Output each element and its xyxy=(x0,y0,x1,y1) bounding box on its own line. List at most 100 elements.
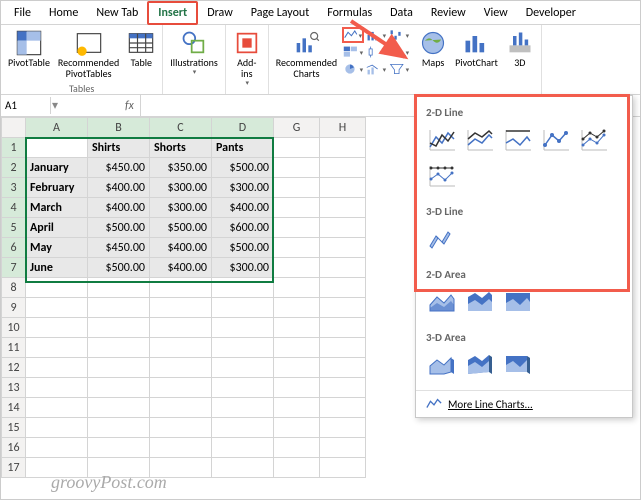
maps-button[interactable]: Maps xyxy=(416,27,450,70)
pivotchart-icon xyxy=(462,29,490,57)
name-box[interactable]: A1 xyxy=(1,97,51,114)
pivottable-button[interactable]: PivotTable xyxy=(5,27,53,70)
pie-chart-button[interactable]: ▾ xyxy=(342,61,364,77)
tab-pagelayout[interactable]: Page Layout xyxy=(242,3,318,23)
cell[interactable] xyxy=(320,198,366,218)
cell[interactable]: $500.00 xyxy=(150,218,212,238)
cell[interactable]: $500.00 xyxy=(212,238,274,258)
cell[interactable] xyxy=(274,158,320,178)
more-line-charts[interactable]: More Line Charts... xyxy=(416,390,632,417)
cell[interactable]: $400.00 xyxy=(212,198,274,218)
cell[interactable]: $400.00 xyxy=(88,178,150,198)
line-chart-stacked-markers[interactable] xyxy=(578,125,610,155)
combo-chart-button[interactable]: ▾ xyxy=(365,61,387,77)
cell[interactable] xyxy=(320,238,366,258)
col-header-b[interactable]: B xyxy=(88,118,150,138)
cell[interactable]: June xyxy=(26,258,88,278)
cell[interactable]: February xyxy=(26,178,88,198)
select-all[interactable] xyxy=(2,118,26,138)
col-header-c[interactable]: C xyxy=(150,118,212,138)
area-stacked[interactable] xyxy=(464,287,496,317)
3d-area-chart[interactable] xyxy=(426,350,458,380)
cell[interactable]: $600.00 xyxy=(212,218,274,238)
col-header-g[interactable]: G xyxy=(274,118,320,138)
tab-review[interactable]: Review xyxy=(422,3,475,23)
3d-line-chart[interactable] xyxy=(426,224,458,254)
cell[interactable]: $500.00 xyxy=(212,158,274,178)
cell[interactable]: $400.00 xyxy=(150,258,212,278)
cell[interactable] xyxy=(274,218,320,238)
cell[interactable] xyxy=(320,178,366,198)
tab-developer[interactable]: Developer xyxy=(517,3,585,23)
cell[interactable] xyxy=(274,138,320,158)
recommended-pivottables-icon xyxy=(75,29,103,57)
cell[interactable] xyxy=(320,218,366,238)
funnel-chart-button[interactable]: ▾ xyxy=(388,61,410,77)
line-chart-stacked[interactable] xyxy=(464,125,496,155)
cell[interactable]: $500.00 xyxy=(88,218,150,238)
3d-map-button[interactable]: 3D xyxy=(503,27,537,70)
tab-data[interactable]: Data xyxy=(381,3,422,23)
cell[interactable]: Pants xyxy=(212,138,274,158)
cell[interactable]: $300.00 xyxy=(150,178,212,198)
grid[interactable]: A B C D G H 1 Shirts Shorts Pants 2 Janu… xyxy=(1,117,366,478)
cell[interactable] xyxy=(274,258,320,278)
col-header-d[interactable]: D xyxy=(212,118,274,138)
cell[interactable] xyxy=(320,158,366,178)
line-chart-100stacked[interactable] xyxy=(502,125,534,155)
recommended-charts-button[interactable]: Recommended Charts xyxy=(273,27,340,81)
cell[interactable]: $450.00 xyxy=(88,238,150,258)
tab-draw[interactable]: Draw xyxy=(198,3,242,23)
cell[interactable]: $500.00 xyxy=(88,258,150,278)
line-chart-button[interactable]: ▾ xyxy=(342,27,364,43)
cell[interactable]: $400.00 xyxy=(88,198,150,218)
3d-area-100stacked[interactable] xyxy=(502,350,534,380)
fx-icon[interactable]: fx xyxy=(119,99,140,113)
cell[interactable]: $300.00 xyxy=(212,178,274,198)
tab-formulas[interactable]: Formulas xyxy=(318,3,381,23)
line-chart-basic[interactable] xyxy=(426,125,458,155)
cell[interactable]: Shorts xyxy=(150,138,212,158)
cell[interactable] xyxy=(320,258,366,278)
cell[interactable]: $350.00 xyxy=(150,158,212,178)
cell[interactable]: April xyxy=(26,218,88,238)
cell[interactable]: Shirts xyxy=(88,138,150,158)
hierarchy-chart-button[interactable]: ▾ xyxy=(342,44,364,60)
line-chart-markers[interactable] xyxy=(540,125,572,155)
namebox-dropdown[interactable]: ▾ xyxy=(51,98,59,113)
tab-file[interactable]: File xyxy=(5,3,40,23)
tab-view[interactable]: View xyxy=(475,3,517,23)
tab-insert[interactable]: Insert xyxy=(147,1,198,25)
cell[interactable]: May xyxy=(26,238,88,258)
cell[interactable]: $300.00 xyxy=(212,258,274,278)
cell[interactable] xyxy=(274,198,320,218)
table-button[interactable]: Table xyxy=(124,27,158,70)
cell[interactable] xyxy=(274,178,320,198)
pivotchart-button[interactable]: PivotChart xyxy=(452,27,501,70)
3d-area-stacked[interactable] xyxy=(464,350,496,380)
winloss-chart-button[interactable]: ▾ xyxy=(388,27,410,43)
cell[interactable] xyxy=(320,138,366,158)
ribbon-tabs: File Home New Tab Insert Draw Page Layou… xyxy=(1,1,640,25)
tab-newtab[interactable]: New Tab xyxy=(87,3,147,23)
cell[interactable] xyxy=(274,238,320,258)
col-header-h[interactable]: H xyxy=(320,118,366,138)
recommended-pivottables-button[interactable]: Recommended PivotTables xyxy=(55,27,122,81)
illustrations-button[interactable]: Illustrations▾ xyxy=(167,27,221,78)
3d-map-icon xyxy=(506,29,534,57)
addins-button[interactable]: Add- ins▾ xyxy=(230,27,264,89)
area-chart[interactable] xyxy=(426,287,458,317)
area-100stacked[interactable] xyxy=(502,287,534,317)
column-chart-button[interactable]: ▾ xyxy=(365,27,387,43)
line-chart-100stacked-markers[interactable] xyxy=(426,161,458,191)
col-header-a[interactable]: A xyxy=(26,118,88,138)
cell[interactable] xyxy=(26,138,88,158)
cell[interactable]: January xyxy=(26,158,88,178)
cell[interactable]: March xyxy=(26,198,88,218)
cell[interactable]: $450.00 xyxy=(88,158,150,178)
scatter-chart-button[interactable]: ▾ xyxy=(388,44,410,60)
cell[interactable]: $300.00 xyxy=(150,198,212,218)
cell[interactable]: $400.00 xyxy=(150,238,212,258)
tab-home[interactable]: Home xyxy=(40,3,87,23)
statistic-chart-button[interactable]: ▾ xyxy=(365,44,387,60)
